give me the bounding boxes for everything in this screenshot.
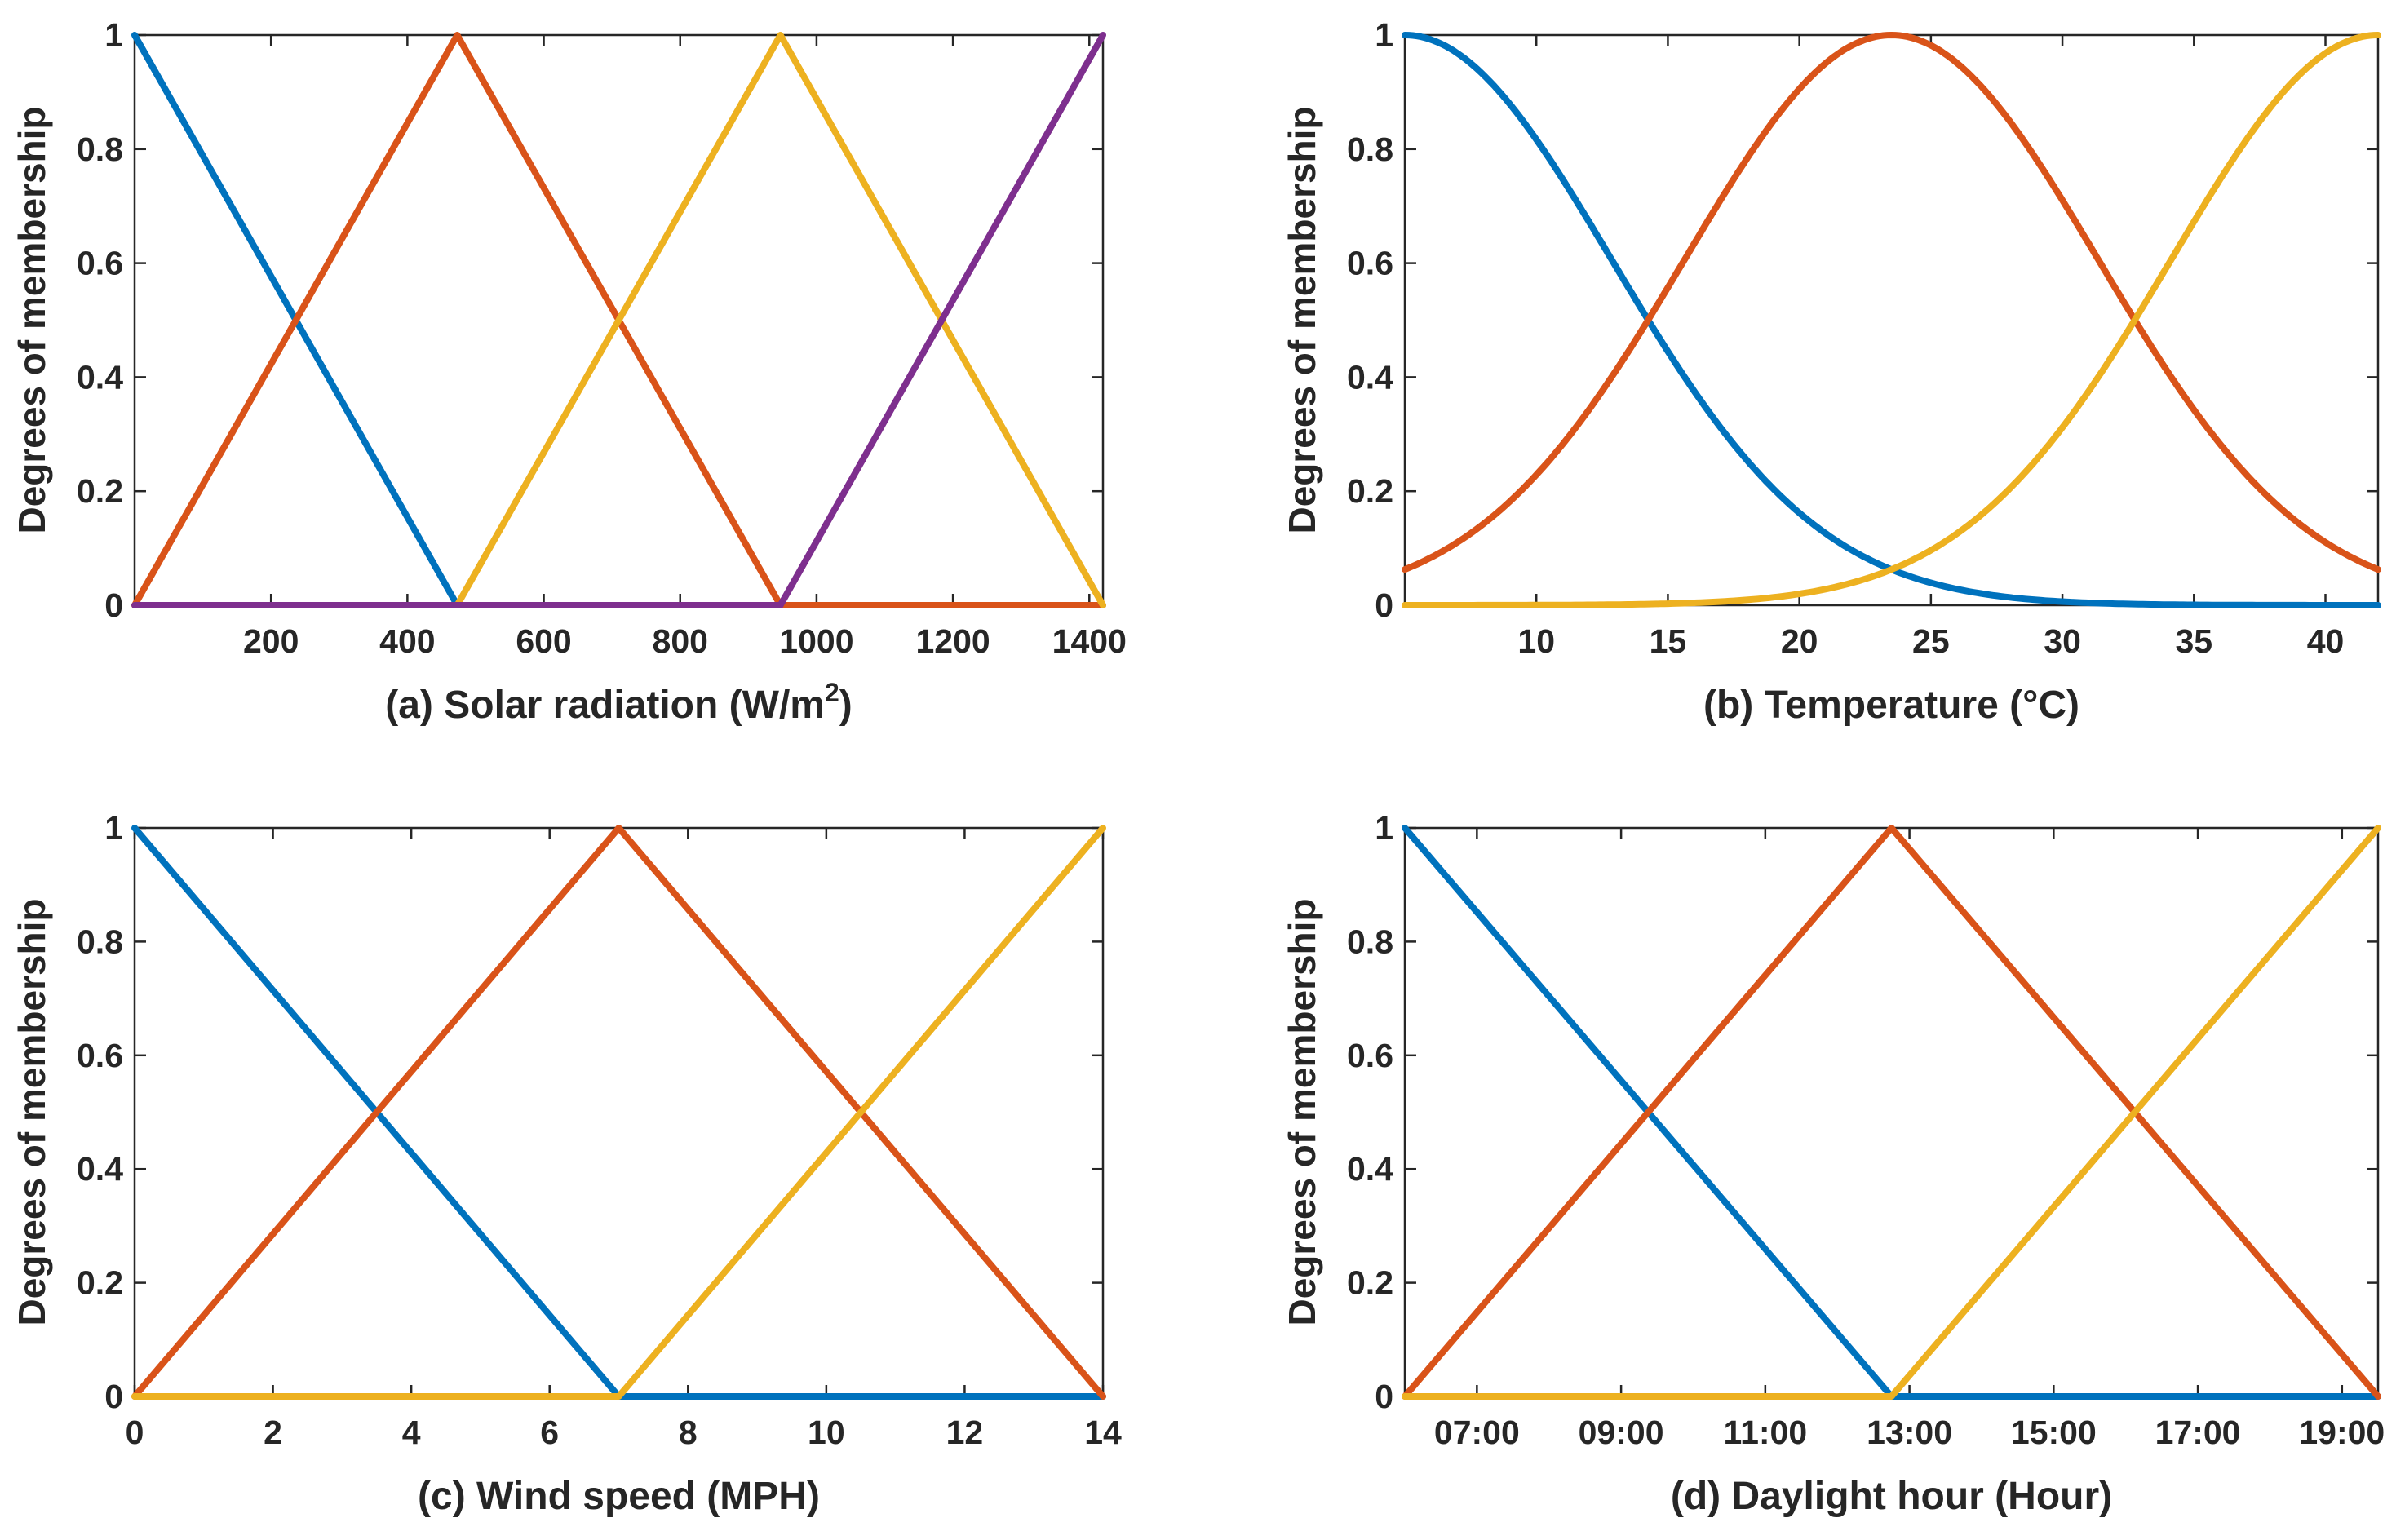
x-tick-label: 6 xyxy=(540,1414,559,1451)
x-tick-label: 600 xyxy=(516,622,571,660)
x-axis-label-superscript: 2 xyxy=(825,678,839,707)
x-axis-label: (c) Wind speed (MPH) xyxy=(418,1475,820,1518)
y-tick-label: 0.2 xyxy=(77,1264,123,1302)
y-tick-label: 0.6 xyxy=(1347,1037,1393,1074)
series-line-d-mf1 xyxy=(1402,825,2381,1400)
axes-box xyxy=(133,826,1105,1398)
x-tick-label: 13:00 xyxy=(1867,1414,1952,1451)
y-axis-label: Degrees of membership xyxy=(11,106,53,533)
x-tick-label: 11:00 xyxy=(1724,1414,1808,1451)
series-line-a-mf4 xyxy=(131,32,1106,608)
x-tick-label: 15 xyxy=(1650,622,1687,660)
chart-panel-c: 00.20.40.60.810 2 4 6 8 10 12 14(c) Wind speed … xyxy=(11,809,1122,1518)
x-tick-label: 10 xyxy=(1517,622,1555,660)
x-tick-label: 8 xyxy=(679,1414,698,1451)
series-line-a-mf3 xyxy=(131,32,1106,608)
x-tick-label: 40 xyxy=(2307,622,2345,660)
x-tick-label: 19:00 xyxy=(2299,1414,2385,1451)
x-axis-label: (b) Temperature (°C) xyxy=(1703,684,2079,727)
y-tick-label: 0.4 xyxy=(1347,358,1393,396)
y-tick-label: 1 xyxy=(1375,16,1393,54)
x-tick-label: 200 xyxy=(243,622,299,660)
x-tick-label: 15:00 xyxy=(2011,1414,2097,1451)
y-tick-label: 0.4 xyxy=(77,358,123,396)
y-tick-label: 0.6 xyxy=(1347,245,1393,282)
y-tick-label: 0 xyxy=(104,1378,123,1415)
x-tick-label: 17:00 xyxy=(2155,1414,2241,1451)
y-tick-label: 1 xyxy=(104,16,123,54)
axes-box xyxy=(1403,33,2380,607)
series-line-b-mf1 xyxy=(1402,32,2381,608)
axes-box xyxy=(1403,826,2380,1398)
y-tick-label: 0 xyxy=(1375,1378,1393,1415)
x-axis-label-text: (b) Temperature (°C) xyxy=(1703,684,2079,727)
x-tick-label: 1000 xyxy=(779,622,853,660)
x-axis-label-text: (c) Wind speed (MPH) xyxy=(418,1475,820,1518)
x-tick-label: 0 xyxy=(126,1414,144,1451)
x-axis-label-suffix: ) xyxy=(839,684,853,727)
x-tick-label: 12 xyxy=(946,1414,984,1451)
x-tick-label: 30 xyxy=(2044,622,2081,660)
series-line-c-mf2 xyxy=(131,825,1106,1400)
x-tick-label: 2 xyxy=(264,1414,282,1451)
x-tick-label: 07:00 xyxy=(1434,1414,1520,1451)
y-tick-label: 0.2 xyxy=(77,472,123,510)
series-line-d-mf3 xyxy=(1402,825,2381,1400)
y-axis-label: Degrees of membership xyxy=(11,898,53,1325)
series-line-c-mf1 xyxy=(131,825,1106,1400)
x-axis-label-text: (d) Daylight hour (Hour) xyxy=(1671,1475,2112,1518)
y-axis-label: Degrees of membership xyxy=(1281,898,1323,1325)
chart-panel-d: 0 0.2 0.4 0.6 0.8 1 07:00 09:00 11:00 13:00 15:00 1… xyxy=(1281,809,2385,1518)
x-tick-label: 09:00 xyxy=(1579,1414,1664,1451)
series-line-d-mf2 xyxy=(1402,825,2381,1400)
y-axis-label: Degrees of membership xyxy=(1281,106,1323,533)
y-tick-label: 0 xyxy=(104,586,123,624)
x-tick-label: 14 xyxy=(1084,1414,1122,1451)
x-tick-label: 10 xyxy=(808,1414,845,1451)
y-tick-label: 0.6 xyxy=(77,1037,123,1074)
y-tick-label: 1 xyxy=(1375,809,1393,847)
y-tick-label: 0.6 xyxy=(77,245,123,282)
y-tick-label: 0.8 xyxy=(77,923,123,960)
y-tick-label: 0.8 xyxy=(1347,923,1393,960)
series-line-b-mf3 xyxy=(1402,32,2381,608)
x-axis-label: (a) Solar radiation (W/m2) xyxy=(385,678,853,727)
chart-panel-b: 0 0.2 0.4 0.6 0.8 1 10 15 20 25 30 35 40 (b) Temperat… xyxy=(1281,16,2381,727)
series-line-b-mf2 xyxy=(1402,32,2381,573)
x-tick-label: 4 xyxy=(402,1414,421,1451)
x-tick-label: 1200 xyxy=(915,622,990,660)
y-tick-label: 0.4 xyxy=(1347,1150,1393,1188)
y-tick-label: 1 xyxy=(104,809,123,847)
x-axis-label: (d) Daylight hour (Hour) xyxy=(1671,1475,2112,1518)
x-tick-label: 1400 xyxy=(1052,622,1127,660)
x-tick-label: 800 xyxy=(653,622,708,660)
y-tick-label: 0.8 xyxy=(77,131,123,168)
y-tick-label: 0.2 xyxy=(1347,1264,1393,1302)
y-tick-label: 0 xyxy=(1375,586,1393,624)
x-tick-label: 400 xyxy=(379,622,435,660)
y-tick-label: 0.2 xyxy=(1347,472,1393,510)
x-tick-label: 25 xyxy=(1912,622,1950,660)
y-tick-label: 0.4 xyxy=(77,1150,123,1188)
y-tick-label: 0.8 xyxy=(1347,131,1393,168)
x-tick-label: 20 xyxy=(1781,622,1818,660)
series-line-c-mf3 xyxy=(131,825,1106,1400)
x-tick-label: 35 xyxy=(2175,622,2212,660)
x-axis-label-text: (a) Solar radiation (W/m xyxy=(385,684,825,727)
